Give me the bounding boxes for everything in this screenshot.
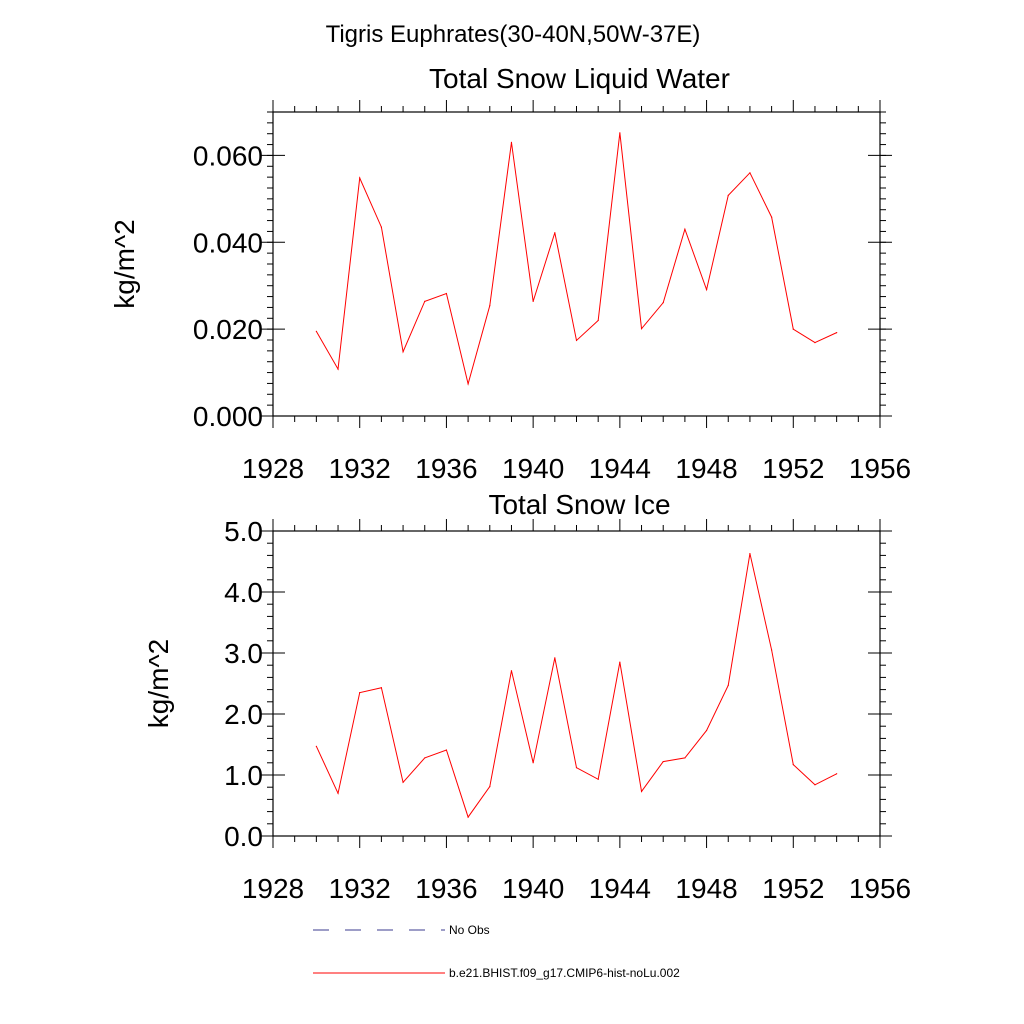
data-point [575,767,578,769]
data-point [771,216,773,218]
legend-label-no-obs: No Obs [449,923,490,937]
data-point [749,552,751,555]
data-point [749,172,751,174]
data-point [814,342,816,344]
y-tick-label: 3.0 [224,638,263,669]
data-point [662,302,664,304]
data-point [727,194,729,196]
chart-title: Total Snow Liquid Water [429,63,730,94]
data-point [510,670,513,672]
data-point [315,745,317,747]
data-point [792,764,794,766]
x-tick-label: 1928 [242,453,304,484]
chart-panel-snow-liquid-water: Total Snow Liquid Water 1928 1932 1936 1940 1… [109,63,911,484]
x-tick-label: 1936 [415,873,477,904]
legend: No Obs b.e21.BHIST.f09_g17.CMIP6-hist-no… [313,923,680,980]
data-point [640,328,643,330]
plot-frame [272,530,881,837]
x-tick-label: 1940 [502,873,564,904]
data-point [727,684,729,686]
x-tick-label: 1936 [415,453,477,484]
x-tick-label: 1956 [849,453,911,484]
data-point [424,300,426,302]
figure-title: Tigris Euphrates(30-40N,50W-37E) [326,21,701,48]
data-point [619,661,621,663]
data-point [467,816,469,818]
data-point [532,762,534,764]
x-tick-label: 1928 [242,873,304,904]
data-point [424,757,426,759]
x-tick-label: 1932 [329,873,391,904]
data-point [359,177,361,179]
chart-title: Total Snow Ice [488,489,670,520]
x-tick-label: 1952 [762,873,824,904]
data-point [554,232,556,234]
y-tick-label: 5.0 [224,516,263,547]
data-point [380,226,382,228]
data-point [684,228,686,230]
data-point [337,368,339,370]
data-point [640,790,643,793]
x-tick-label: 1952 [762,453,824,484]
chart-panel-snow-ice: Total Snow Ice 1928 1932 1936 1940 1944 1948 19… [143,489,911,904]
legend-label-model: b.e21.BHIST.f09_g17.CMIP6-hist-noLu.002 [449,966,680,980]
y-tick-label: 0.040 [193,227,263,258]
data-point [532,300,534,302]
plot-frame [272,111,881,417]
series-line-model [315,553,837,819]
data-point [705,729,708,732]
x-tick-label: 1940 [502,453,564,484]
y-tick-label: 2.0 [224,699,263,730]
data-point [380,687,382,689]
x-tick-label: 1944 [589,453,651,484]
data-point [684,757,686,759]
data-point [619,132,621,134]
y-tick-label: 0.020 [193,314,263,345]
data-point [359,692,361,694]
data-point [402,781,404,783]
data-point [489,305,491,307]
data-point [337,792,339,794]
data-point [705,289,708,291]
data-point [597,319,599,322]
x-tick-label: 1932 [329,453,391,484]
series-line-model [315,132,837,386]
data-point [575,339,578,342]
data-point [662,760,664,763]
y-tick-label: 0.060 [193,140,263,171]
y-axis-label: kg/m^2 [109,219,140,308]
x-tick-label: 1948 [675,873,737,904]
data-point [814,784,816,786]
data-point [402,351,404,353]
y-axis-label: kg/m^2 [143,639,174,728]
data-point [489,785,491,788]
data-point [792,328,794,330]
y-tick-label: 1.0 [224,760,263,791]
y-tick-label: 0.000 [193,401,263,432]
x-tick-label: 1948 [675,453,737,484]
data-point [445,292,448,295]
data-point [554,657,556,659]
data-point [836,332,838,334]
x-tick-label: 1956 [849,873,911,904]
data-point [836,773,838,775]
x-tick-label: 1944 [589,873,651,904]
data-point [510,141,513,143]
data-point [597,778,599,780]
data-point [445,749,448,751]
data-point [467,383,469,385]
data-point [771,649,773,651]
y-tick-label: 4.0 [224,577,263,608]
data-point [315,330,317,332]
y-tick-label: 0.0 [224,821,263,852]
